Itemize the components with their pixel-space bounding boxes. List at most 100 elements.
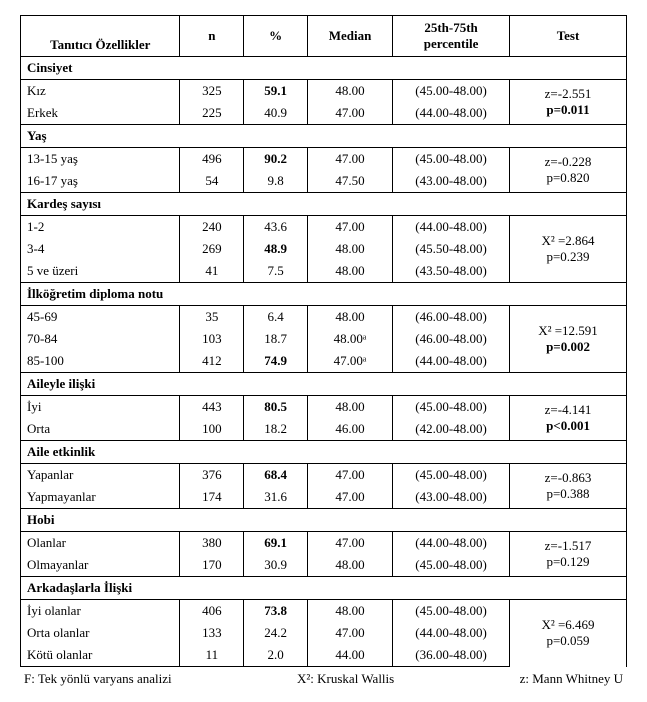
pct-cell: 74.9 xyxy=(244,350,308,373)
percentile-cell: (44.00-48.00) xyxy=(393,532,510,555)
section-title: Kardeş sayısı xyxy=(21,193,627,216)
pct-cell: 7.5 xyxy=(244,260,308,283)
n-cell: 170 xyxy=(180,554,244,577)
percentile-cell: (45.00-48.00) xyxy=(393,148,510,171)
test-value: z=-0.228 xyxy=(516,154,620,170)
percentile-cell: (45.50-48.00) xyxy=(393,238,510,260)
section-header: Kardeş sayısı xyxy=(21,193,627,216)
row-label: İyi xyxy=(21,396,180,419)
row-label: Yapanlar xyxy=(21,464,180,487)
test-value: p=0.388 xyxy=(516,486,620,502)
median-cell: 48.00 xyxy=(308,396,393,419)
median-cell: 48.00 xyxy=(308,238,393,260)
row-label: Orta olanlar xyxy=(21,622,180,644)
median-cell: 47.00 xyxy=(308,464,393,487)
section-header: Arkadaşlarla İlişki xyxy=(21,577,627,600)
section-title: Aileyle ilişki xyxy=(21,373,627,396)
pct-cell: 18.2 xyxy=(244,418,308,441)
row-label: Erkek xyxy=(21,102,180,125)
n-cell: 380 xyxy=(180,532,244,555)
median-cell: 48.00 xyxy=(308,80,393,103)
row-label: 1-2 xyxy=(21,216,180,239)
test-value: p=0.059 xyxy=(516,633,620,649)
row-label: 13-15 yaş xyxy=(21,148,180,171)
test-value: X² =2.864 xyxy=(516,233,620,249)
percentile-cell: (44.00-48.00) xyxy=(393,102,510,125)
median-cell: 47.00 xyxy=(308,622,393,644)
test-cell: X² =2.864p=0.239 xyxy=(510,216,627,283)
n-cell: 240 xyxy=(180,216,244,239)
pct-cell: 9.8 xyxy=(244,170,308,193)
col-header: Median xyxy=(308,16,393,57)
row-label: Kötü olanlar xyxy=(21,644,180,667)
median-cell: 48.00 xyxy=(308,554,393,577)
n-cell: 325 xyxy=(180,80,244,103)
test-cell: X² =6.469p=0.059 xyxy=(510,600,627,667)
test-value: p=0.002 xyxy=(516,339,620,355)
test-value: z=-2.551 xyxy=(516,86,620,102)
col-header: n xyxy=(180,16,244,57)
section-title: Arkadaşlarla İlişki xyxy=(21,577,627,600)
pct-cell: 43.6 xyxy=(244,216,308,239)
section-title: Yaş xyxy=(21,125,627,148)
percentile-cell: (42.00-48.00) xyxy=(393,418,510,441)
col-header: Test xyxy=(510,16,627,57)
n-cell: 103 xyxy=(180,328,244,350)
col-header: % xyxy=(244,16,308,57)
n-cell: 41 xyxy=(180,260,244,283)
pct-cell: 40.9 xyxy=(244,102,308,125)
table-row: 13-15 yaş49690.247.00(45.00-48.00)z=-0.2… xyxy=(21,148,627,171)
n-cell: 133 xyxy=(180,622,244,644)
row-label: 45-69 xyxy=(21,306,180,329)
pct-cell: 31.6 xyxy=(244,486,308,509)
n-cell: 443 xyxy=(180,396,244,419)
median-cell: 47.00 xyxy=(308,102,393,125)
table-row: 45-69356.448.00(46.00-48.00)X² =12.591p=… xyxy=(21,306,627,329)
row-label: 16-17 yaş xyxy=(21,170,180,193)
table-row: İyi44380.548.00(45.00-48.00)z=-4.141p<0.… xyxy=(21,396,627,419)
section-header: Yaş xyxy=(21,125,627,148)
pct-cell: 6.4 xyxy=(244,306,308,329)
percentile-cell: (45.00-48.00) xyxy=(393,396,510,419)
table-row: Kız32559.148.00(45.00-48.00)z=-2.551p=0.… xyxy=(21,80,627,103)
percentile-cell: (36.00-48.00) xyxy=(393,644,510,667)
percentile-cell: (44.00-48.00) xyxy=(393,350,510,373)
median-cell: 47.00ᵃ xyxy=(308,350,393,373)
footnote-z: z: Mann Whitney U xyxy=(520,671,623,687)
pct-cell: 68.4 xyxy=(244,464,308,487)
footnote-f: F: Tek yönlü varyans analizi xyxy=(24,671,172,687)
median-cell: 47.00 xyxy=(308,532,393,555)
test-value: z=-4.141 xyxy=(516,402,620,418)
pct-cell: 48.9 xyxy=(244,238,308,260)
percentile-cell: (46.00-48.00) xyxy=(393,306,510,329)
test-cell: z=-1.517p=0.129 xyxy=(510,532,627,577)
stats-table: Tanıtıcı Özellikler n % Median 25th-75th… xyxy=(20,15,627,667)
n-cell: 496 xyxy=(180,148,244,171)
test-cell: X² =12.591p=0.002 xyxy=(510,306,627,373)
row-label: Kız xyxy=(21,80,180,103)
section-header: Aile etkinlik xyxy=(21,441,627,464)
n-cell: 11 xyxy=(180,644,244,667)
pct-cell: 18.7 xyxy=(244,328,308,350)
percentile-cell: (46.00-48.00) xyxy=(393,328,510,350)
row-label: 3-4 xyxy=(21,238,180,260)
row-label: 70-84 xyxy=(21,328,180,350)
n-cell: 54 xyxy=(180,170,244,193)
row-label: Olanlar xyxy=(21,532,180,555)
pct-cell: 73.8 xyxy=(244,600,308,623)
median-cell: 47.00 xyxy=(308,148,393,171)
median-cell: 48.00 xyxy=(308,260,393,283)
table-header-row: Tanıtıcı Özellikler n % Median 25th-75th… xyxy=(21,16,627,57)
section-header: Hobi xyxy=(21,509,627,532)
pct-cell: 30.9 xyxy=(244,554,308,577)
test-value: X² =12.591 xyxy=(516,323,620,339)
table-row: İyi olanlar40673.848.00(45.00-48.00)X² =… xyxy=(21,600,627,623)
row-label: Olmayanlar xyxy=(21,554,180,577)
median-cell: 47.00 xyxy=(308,216,393,239)
test-value: z=-0.863 xyxy=(516,470,620,486)
percentile-cell: (45.00-48.00) xyxy=(393,600,510,623)
pct-cell: 59.1 xyxy=(244,80,308,103)
row-label: İyi olanlar xyxy=(21,600,180,623)
median-cell: 48.00 xyxy=(308,600,393,623)
median-cell: 44.00 xyxy=(308,644,393,667)
